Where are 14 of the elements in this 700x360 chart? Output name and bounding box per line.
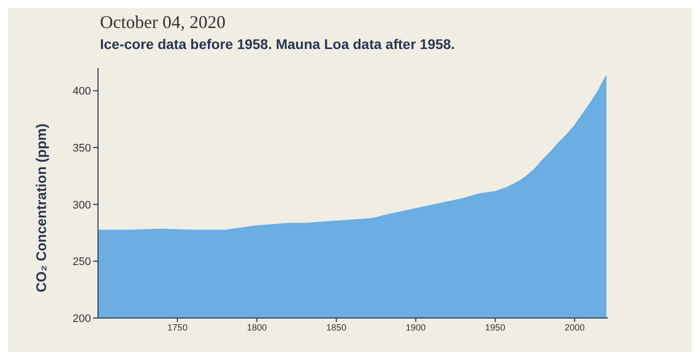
y-tick-label: 250 [72,256,91,268]
chart-title: October 04, 2020 [100,12,226,33]
x-tick-label: 1950 [485,322,506,332]
x-tick-label: 1750 [167,322,188,332]
y-tick-label: 350 [72,142,91,154]
y-axis-title: CO₂ Concentration (ppm) [33,124,49,292]
y-tick-label: 400 [72,86,91,98]
chart-subtitle: Ice-core data before 1958. Mauna Loa data after 1958. [100,36,455,52]
y-tick-label: 200 [72,312,91,325]
x-tick-label: 2000 [564,322,585,332]
y-tick-label: 300 [72,199,91,212]
x-tick-label: 1850 [326,322,346,332]
x-tick-label: 1800 [246,322,267,332]
x-tick-label: 1900 [406,322,426,332]
